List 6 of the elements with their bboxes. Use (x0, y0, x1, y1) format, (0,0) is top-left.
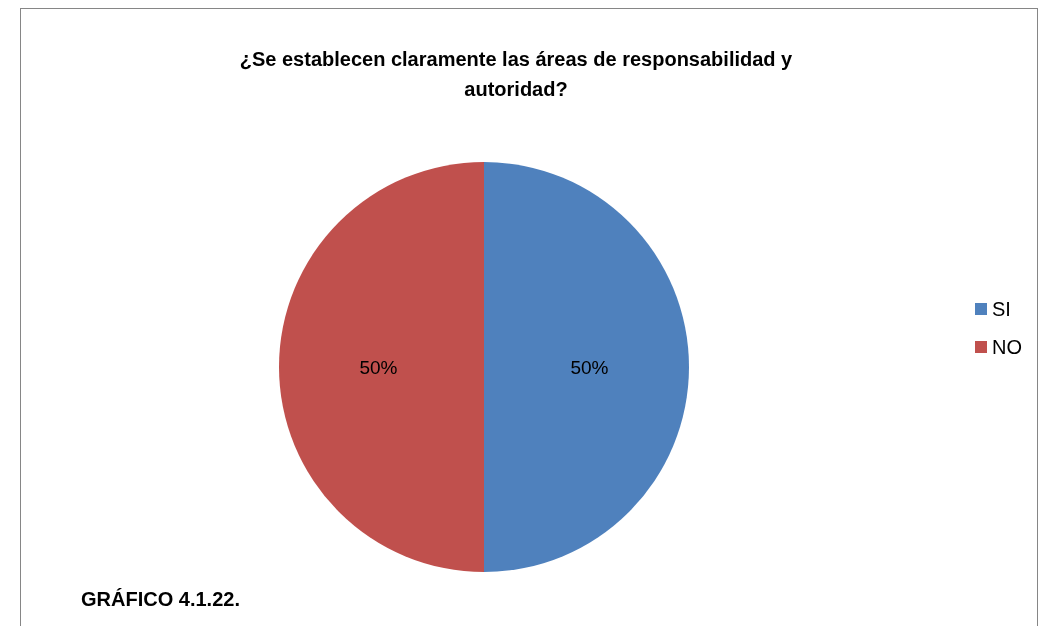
legend-label: SI (992, 298, 1011, 320)
legend-label: NO (992, 336, 1022, 358)
chart-title: ¿Se establecen claramente las áreas de responsabilidad y autoridad? (239, 48, 794, 100)
data-label: 50% (570, 356, 609, 378)
data-label: 50% (359, 356, 398, 378)
text: GRÁFICO 4.1.22. (81, 588, 240, 610)
